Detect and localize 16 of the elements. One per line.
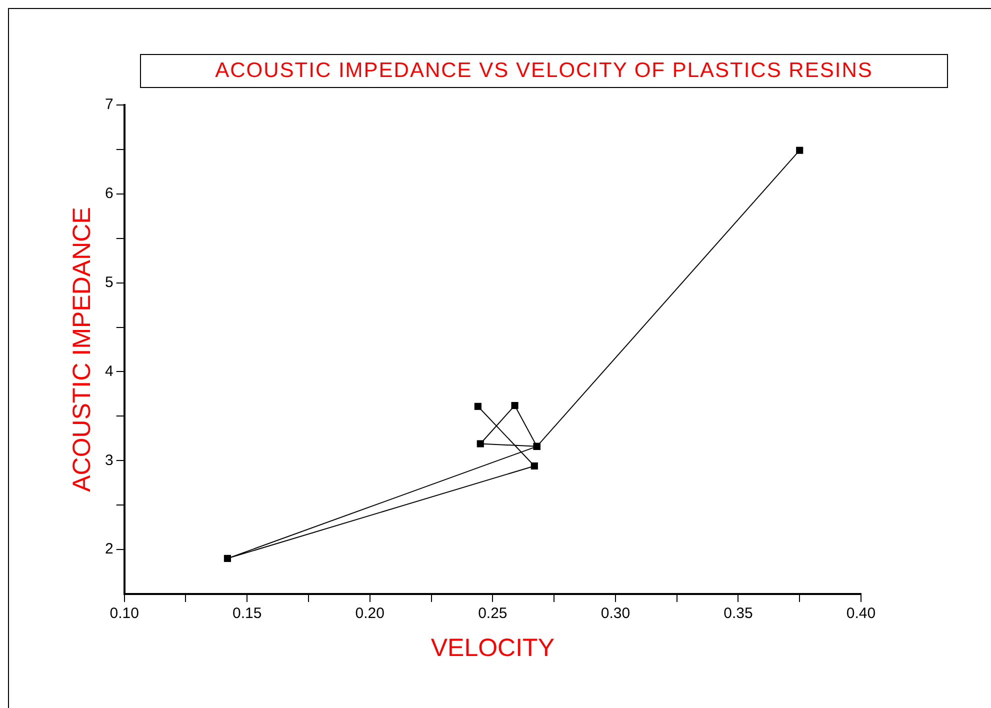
x-tick-label: 0.40 bbox=[846, 605, 876, 622]
x-axis-title: VELOCITY bbox=[430, 634, 555, 662]
x-tick-label: 0.20 bbox=[355, 605, 384, 622]
y-axis-title: ACOUSTIC IMPEDANCE bbox=[68, 207, 96, 492]
y-tick-label: 6 bbox=[105, 185, 114, 202]
x-tick-label: 0.10 bbox=[110, 605, 139, 622]
x-tick-label: 0.15 bbox=[232, 605, 262, 622]
y-tick-label: 5 bbox=[105, 274, 114, 291]
y-tick-label: 4 bbox=[105, 362, 114, 380]
x-tick-label: 0.35 bbox=[724, 605, 753, 622]
y-tick-label: 2 bbox=[105, 540, 114, 558]
y-tick-label: 3 bbox=[105, 452, 114, 469]
chart-title: ACOUSTIC IMPEDANCE VS VELOCITY OF PLASTICS RESINS bbox=[140, 54, 948, 88]
x-tick-label: 0.25 bbox=[478, 605, 508, 622]
x-tick-label: 0.30 bbox=[600, 605, 630, 622]
y-tick-label: 7 bbox=[105, 96, 114, 114]
